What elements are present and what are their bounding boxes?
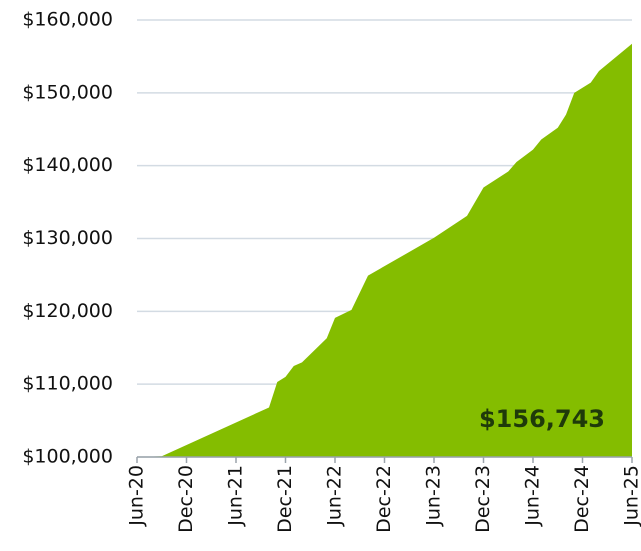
y-tick-label: $120,000 xyxy=(22,300,113,322)
x-tick-label: Dec-23 xyxy=(472,465,494,533)
x-tick-label: Jun-23 xyxy=(423,465,445,527)
x-tick-label: Dec-21 xyxy=(274,465,296,533)
x-tick-label: Jun-25 xyxy=(621,465,641,527)
x-tick-label: Jun-20 xyxy=(126,465,148,527)
annotation: $156,743 xyxy=(479,405,605,433)
y-tick-label: $150,000 xyxy=(22,81,113,103)
y-tick-label: $100,000 xyxy=(22,446,113,468)
y-tick-label: $140,000 xyxy=(22,154,113,176)
y-tick-label: $160,000 xyxy=(22,9,113,31)
x-tick-label: Jun-24 xyxy=(522,465,544,527)
y-tick-label: $110,000 xyxy=(22,373,113,395)
x-tick-label: Dec-22 xyxy=(373,465,395,533)
y-tick-label: $130,000 xyxy=(22,227,113,249)
x-tick-label: Jun-22 xyxy=(324,465,346,527)
x-tick-label: Dec-20 xyxy=(175,465,197,533)
x-tick-label: Dec-24 xyxy=(571,465,593,533)
area xyxy=(137,43,632,458)
x-tick-label: Jun-21 xyxy=(225,465,247,527)
